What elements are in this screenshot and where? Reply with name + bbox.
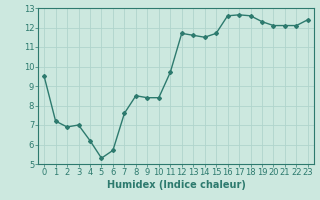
X-axis label: Humidex (Indice chaleur): Humidex (Indice chaleur) <box>107 180 245 190</box>
